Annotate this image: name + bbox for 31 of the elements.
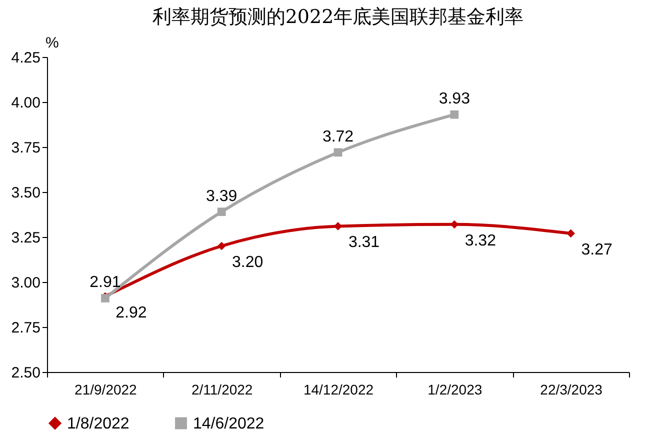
point	[217, 242, 226, 250]
legend-label: 14/6/2022	[193, 415, 264, 432]
y-tick-label: 4.25	[11, 50, 40, 66]
point	[334, 148, 342, 157]
data-label: 3.27	[581, 241, 612, 258]
point	[217, 208, 226, 216]
point	[450, 110, 459, 119]
y-tick-label: 2.75	[11, 320, 40, 336]
x-tick-label: 1/2/2023	[428, 382, 482, 398]
y-tick-label: 3.50	[11, 184, 40, 202]
legend-label: 1/8/2022	[67, 415, 130, 432]
data-label: 3.32	[464, 232, 496, 250]
data-label: 3.39	[206, 188, 238, 205]
point	[566, 229, 575, 238]
x-tick-label: 22/3/2023	[540, 382, 603, 398]
y-tick-label: 3.25	[11, 230, 40, 246]
y-tick-label: 2.50	[11, 364, 40, 382]
data-label: 3.20	[232, 254, 264, 271]
y-tick-label: 3.00	[11, 274, 40, 292]
y-axis-title: %	[46, 34, 59, 52]
x-tick-label: 2/11/2022	[191, 382, 253, 398]
x-tick-label: 21/9/2022	[74, 382, 138, 398]
x-tick-label: 14/12/2022	[303, 382, 374, 398]
y-tick-label: 3.75	[11, 140, 40, 156]
data-label: 2.91	[90, 274, 121, 292]
data-label: 3.93	[438, 90, 470, 108]
data-label: 2.92	[116, 304, 147, 322]
data-label: 3.31	[348, 234, 380, 252]
y-tick-label: 4.00	[11, 94, 40, 112]
chart-title: 利率期货预测的2022年底美国联邦基金利率	[152, 6, 524, 28]
data-label: 3.72	[322, 128, 354, 146]
